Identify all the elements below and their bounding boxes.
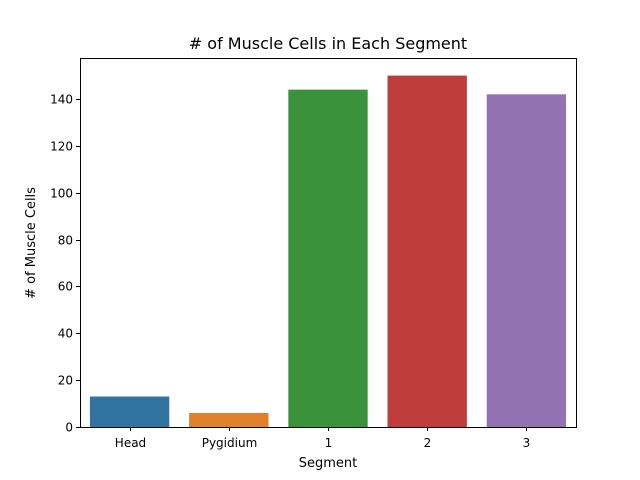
y-tick-label: 60 xyxy=(58,280,73,294)
bar-3 xyxy=(486,94,567,428)
y-axis: 0 20 40 60 80 100 120 140 xyxy=(50,93,80,435)
y-tick-label: 0 xyxy=(65,421,73,435)
bar-pygidium xyxy=(189,412,269,427)
y-tick-label: 140 xyxy=(50,93,73,107)
x-tick-label: Head xyxy=(115,436,146,450)
y-tick-label: 100 xyxy=(50,187,73,201)
x-tick-label: 2 xyxy=(424,436,432,450)
x-axis-label: Segment xyxy=(299,456,358,471)
y-axis-label: # of Muscle Cells xyxy=(24,187,39,299)
y-tick-label: 40 xyxy=(58,327,73,341)
y-tick-label: 120 xyxy=(50,140,73,154)
bars-group xyxy=(89,75,567,428)
plot-frame xyxy=(80,58,577,428)
bar-head xyxy=(89,396,170,427)
x-tick-label: Pygidium xyxy=(202,436,258,450)
y-tick-label: 20 xyxy=(58,374,73,388)
x-axis: Head Pygidium 1 2 3 xyxy=(115,427,531,450)
x-tick-label: 3 xyxy=(523,436,531,450)
bar-2 xyxy=(387,75,467,428)
y-tick-label: 80 xyxy=(58,234,73,248)
bar-1 xyxy=(288,89,368,427)
chart-title: # of Muscle Cells in Each Segment xyxy=(189,34,467,53)
x-tick-label: 1 xyxy=(325,436,333,450)
